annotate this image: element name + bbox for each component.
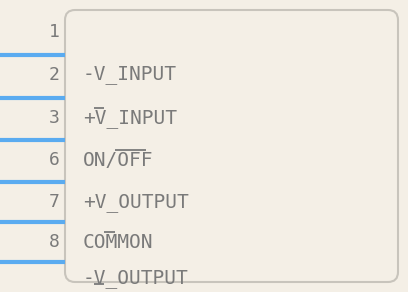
- Text: 8: 8: [49, 233, 60, 251]
- Text: COMMON: COMMON: [83, 232, 153, 251]
- Text: -V_INPUT: -V_INPUT: [83, 65, 177, 84]
- Text: 1: 1: [49, 23, 60, 41]
- Text: +V_OUTPUT: +V_OUTPUT: [83, 192, 189, 211]
- Text: ON/OFF: ON/OFF: [83, 150, 153, 169]
- Text: 2: 2: [49, 66, 60, 84]
- Text: 6: 6: [49, 151, 60, 169]
- Text: 3: 3: [49, 109, 60, 127]
- Text: 7: 7: [49, 193, 60, 211]
- FancyBboxPatch shape: [65, 10, 398, 282]
- Text: +V_INPUT: +V_INPUT: [83, 109, 177, 128]
- Text: -V_OUTPUT: -V_OUTPUT: [83, 269, 189, 288]
